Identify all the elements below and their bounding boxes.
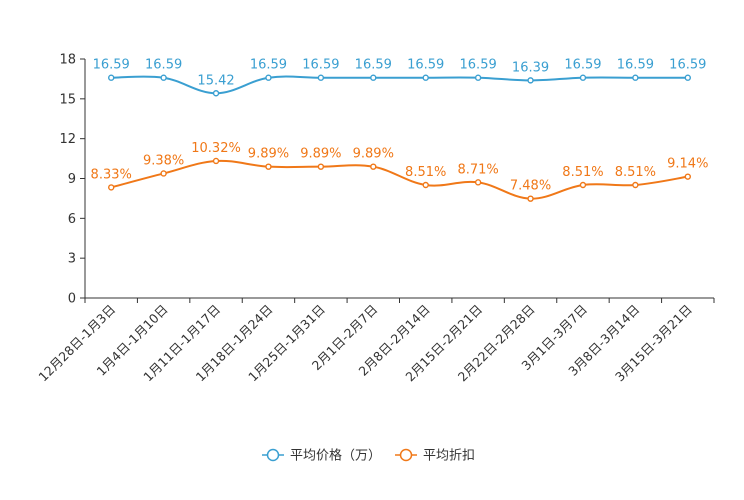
data-label: 16.39 — [512, 60, 549, 75]
y-tick-label: 9 — [68, 172, 76, 187]
data-point — [265, 163, 272, 170]
y-tick-label: 15 — [59, 92, 76, 107]
data-point — [108, 74, 115, 81]
data-label: 8.51% — [615, 165, 656, 180]
data-label: 7.48% — [510, 179, 551, 194]
data-point — [474, 74, 482, 81]
data-label: 9.89% — [353, 147, 394, 162]
data-point — [212, 157, 220, 165]
data-label: 16.59 — [669, 58, 706, 73]
legend-marker-icon — [399, 448, 413, 462]
data-label: 16.59 — [564, 58, 601, 73]
data-label: 16.59 — [460, 58, 497, 73]
data-label: 10.32% — [191, 141, 241, 156]
series-line-1 — [111, 75, 688, 95]
data-label: 16.59 — [617, 58, 654, 73]
data-point — [422, 74, 429, 81]
data-label: 9.38% — [143, 153, 184, 168]
data-point — [160, 74, 167, 81]
data-point — [527, 195, 534, 202]
data-point — [370, 163, 377, 170]
data-label: 9.89% — [248, 147, 289, 162]
data-label: 15.42 — [197, 73, 234, 88]
data-point — [527, 77, 534, 84]
data-point — [265, 74, 272, 81]
data-point — [579, 181, 587, 189]
series-line-2 — [110, 159, 688, 200]
data-label: 16.59 — [145, 58, 182, 73]
legend-marker-icon — [266, 448, 280, 462]
data-point — [684, 74, 691, 81]
data-point — [632, 181, 639, 189]
legend-label-1: 平均价格（万） — [290, 448, 381, 464]
data-label: 16.59 — [355, 58, 392, 73]
data-point — [632, 74, 639, 81]
data-label: 16.59 — [407, 58, 444, 73]
data-label: 16.59 — [93, 58, 130, 73]
legend-label-2: 平均折扣 — [423, 449, 475, 464]
y-tick-label: 6 — [68, 212, 76, 227]
data-point — [422, 181, 429, 189]
data-label: 8.51% — [562, 165, 603, 180]
y-tick-label: 12 — [59, 132, 76, 147]
data-label: 8.51% — [405, 165, 446, 180]
data-point — [370, 74, 377, 81]
data-label: 16.59 — [302, 58, 339, 73]
data-point — [684, 173, 691, 180]
y-tick-label: 18 — [59, 53, 76, 68]
y-tick-label: 0 — [68, 292, 76, 307]
data-label: 9.89% — [300, 147, 341, 162]
data-label: 9.14% — [667, 157, 708, 172]
data-point — [212, 90, 220, 97]
data-point — [317, 163, 325, 170]
data-label: 8.71% — [457, 162, 498, 177]
data-label: 8.33% — [91, 167, 132, 182]
data-point — [579, 74, 587, 81]
data-point — [108, 184, 115, 191]
data-point — [474, 179, 482, 186]
y-tick-label: 3 — [68, 252, 76, 267]
data-point — [160, 170, 167, 177]
data-label: 16.59 — [250, 58, 287, 73]
data-point — [317, 74, 325, 81]
